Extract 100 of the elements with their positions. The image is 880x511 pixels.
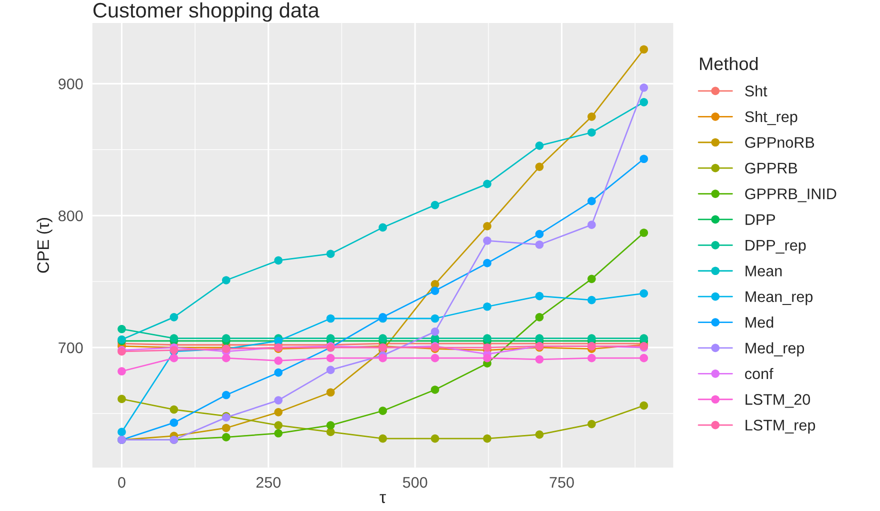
legend-label: Med — [746, 316, 774, 328]
point — [274, 368, 283, 377]
point — [640, 228, 648, 237]
point — [587, 112, 596, 121]
point — [587, 274, 596, 284]
point — [274, 408, 283, 416]
legend-label: LSTM_20 — [746, 394, 810, 408]
point — [483, 236, 492, 245]
point — [535, 334, 544, 342]
point — [640, 334, 648, 342]
point — [378, 354, 387, 362]
point — [640, 401, 648, 410]
point — [430, 328, 440, 336]
point — [378, 223, 387, 232]
point — [430, 386, 440, 394]
point — [587, 196, 596, 206]
legend-title: Method — [700, 56, 758, 70]
y-tick-label: 700 — [58, 342, 83, 354]
point — [326, 366, 335, 374]
legend-label: DPP — [746, 214, 776, 225]
point — [326, 421, 335, 430]
legend-label: Mean_rep — [746, 291, 813, 306]
point — [378, 334, 387, 342]
point — [326, 388, 335, 397]
point — [222, 433, 230, 442]
point — [170, 418, 178, 427]
point — [326, 314, 335, 323]
point — [483, 222, 492, 230]
point — [640, 45, 648, 54]
point — [535, 430, 544, 439]
point — [535, 162, 544, 171]
point — [535, 355, 544, 364]
point — [170, 334, 178, 342]
point — [430, 354, 440, 362]
point — [118, 367, 126, 376]
point — [118, 394, 126, 404]
point — [118, 324, 126, 334]
point — [535, 230, 544, 238]
x-tick-label: 500 — [402, 476, 428, 488]
point — [118, 428, 126, 436]
legend-label: DPP_rep — [746, 240, 806, 254]
legend-label: Sht — [745, 85, 768, 96]
x-tick-label: 750 — [550, 476, 574, 488]
legend-label: GPPRB_INID — [745, 188, 836, 202]
legend-label: Mean — [746, 266, 782, 276]
point — [640, 289, 648, 298]
legend-label: GPPnoRB — [745, 137, 814, 148]
point — [430, 286, 440, 295]
point — [378, 406, 387, 416]
point — [274, 421, 283, 430]
point — [170, 405, 178, 414]
point — [222, 354, 230, 362]
point — [430, 434, 440, 443]
chart-title: Customer shopping data — [93, 2, 320, 22]
y-axis-title: CPE (τ) — [36, 218, 52, 273]
point — [587, 334, 596, 342]
point — [222, 424, 230, 432]
point — [483, 354, 492, 362]
point — [274, 356, 283, 365]
point — [587, 354, 596, 362]
point — [222, 390, 230, 400]
point — [170, 313, 178, 322]
point — [222, 334, 230, 342]
point — [640, 83, 648, 92]
point — [535, 142, 544, 150]
point — [483, 302, 492, 311]
x-tick-label: 0 — [118, 476, 126, 488]
point — [483, 180, 492, 188]
point — [483, 258, 492, 268]
point — [587, 220, 596, 229]
point — [378, 434, 387, 443]
point — [587, 296, 596, 304]
legend-label: GPPRB — [745, 162, 798, 174]
point — [326, 334, 335, 342]
point — [640, 354, 648, 362]
point — [430, 200, 440, 210]
legend-label: Med_rep — [746, 342, 804, 356]
point — [483, 343, 492, 352]
point — [483, 434, 492, 443]
point — [326, 250, 335, 258]
y-tick-label: 900 — [58, 78, 83, 90]
point — [430, 314, 440, 323]
point — [483, 334, 492, 342]
point — [274, 256, 283, 265]
y-tick-label: 800 — [58, 210, 83, 222]
point — [640, 98, 648, 106]
point — [587, 420, 596, 428]
point — [535, 292, 544, 300]
point — [274, 429, 283, 438]
point — [587, 128, 596, 137]
point — [535, 240, 544, 249]
legend-label: LSTM_rep — [746, 420, 816, 434]
point — [640, 154, 648, 164]
point — [535, 313, 544, 322]
legend-label: Sht_rep — [745, 110, 798, 126]
legend-label: conf — [745, 368, 774, 380]
point — [274, 396, 283, 404]
x-tick-label: 250 — [256, 476, 281, 488]
point — [222, 276, 230, 284]
x-axis-title: τ — [380, 494, 386, 504]
